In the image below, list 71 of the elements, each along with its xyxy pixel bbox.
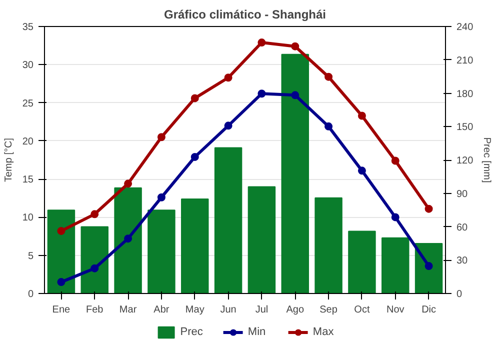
point xyxy=(424,204,433,213)
bar xyxy=(414,242,443,294)
x-tick-label: Mar xyxy=(119,304,138,316)
x-tick-label: May xyxy=(185,304,204,316)
y-axis-title: Temp [°C] xyxy=(3,138,14,182)
y2-tick-label: 60 xyxy=(456,222,468,234)
point xyxy=(90,264,99,272)
y2-tick-label: 240 xyxy=(456,22,474,33)
y2-tick-label: 210 xyxy=(456,55,474,66)
point xyxy=(258,90,266,98)
point xyxy=(424,262,433,270)
x-tick-label: Jul xyxy=(255,304,268,316)
x-tick-label: Feb xyxy=(86,304,104,316)
y2-tick-label: 90 xyxy=(456,188,468,200)
bar xyxy=(214,147,242,294)
x-tick-label: Ene xyxy=(52,304,71,316)
point xyxy=(324,72,333,81)
bar xyxy=(47,210,76,294)
point xyxy=(291,42,300,50)
bar xyxy=(114,187,142,294)
y-tick-label: 30 xyxy=(22,60,34,72)
point xyxy=(157,193,166,202)
point xyxy=(124,234,132,243)
y-tick-label: 15 xyxy=(22,174,34,186)
y2-tick-label: 30 xyxy=(456,256,468,267)
y-tick-label: 10 xyxy=(22,212,34,224)
bar xyxy=(181,198,209,294)
x-tick-label: Abr xyxy=(154,304,170,316)
y2-axis-title: Prec [mm] xyxy=(481,137,492,183)
point xyxy=(324,122,333,130)
bar xyxy=(348,230,376,294)
legend-label: Min xyxy=(248,324,267,338)
y-tick-label: 0 xyxy=(28,289,34,300)
y2-tick-label: 150 xyxy=(456,122,474,134)
point xyxy=(358,166,366,175)
legend-label: Max xyxy=(312,324,334,338)
point xyxy=(90,210,99,218)
y-tick-label: 25 xyxy=(22,98,34,110)
y-tick-label: 35 xyxy=(22,22,34,33)
point xyxy=(258,38,266,47)
bar xyxy=(148,210,176,294)
x-tick-label: Oct xyxy=(354,304,370,316)
x-tick-label: Ago xyxy=(286,304,304,316)
x-tick-label: Jun xyxy=(220,304,236,316)
point xyxy=(57,226,66,235)
x-tick-label: Dic xyxy=(422,304,436,316)
bar xyxy=(281,54,309,294)
x-tick-label: Nov xyxy=(386,304,404,316)
bar xyxy=(314,197,342,294)
point xyxy=(190,94,199,102)
point xyxy=(57,278,66,286)
legend-label: Prec xyxy=(180,324,203,338)
bar xyxy=(80,226,108,294)
point xyxy=(391,156,400,165)
point xyxy=(224,74,232,82)
y2-tick-label: 0 xyxy=(456,289,462,300)
point xyxy=(157,133,166,142)
y2-tick-label: 120 xyxy=(456,156,474,166)
chart-title: Gráfico climático - Shanghái xyxy=(164,8,326,22)
y-tick-label: 20 xyxy=(22,136,34,148)
point xyxy=(291,91,300,100)
point xyxy=(358,112,366,120)
x-tick-label: Sep xyxy=(320,304,338,316)
point xyxy=(190,152,199,161)
bar xyxy=(382,237,410,294)
y-tick-label: 5 xyxy=(28,250,34,262)
y2-tick-label: 180 xyxy=(456,88,474,100)
bar xyxy=(248,186,276,294)
point xyxy=(124,180,132,188)
point xyxy=(224,122,232,130)
point xyxy=(391,213,400,222)
